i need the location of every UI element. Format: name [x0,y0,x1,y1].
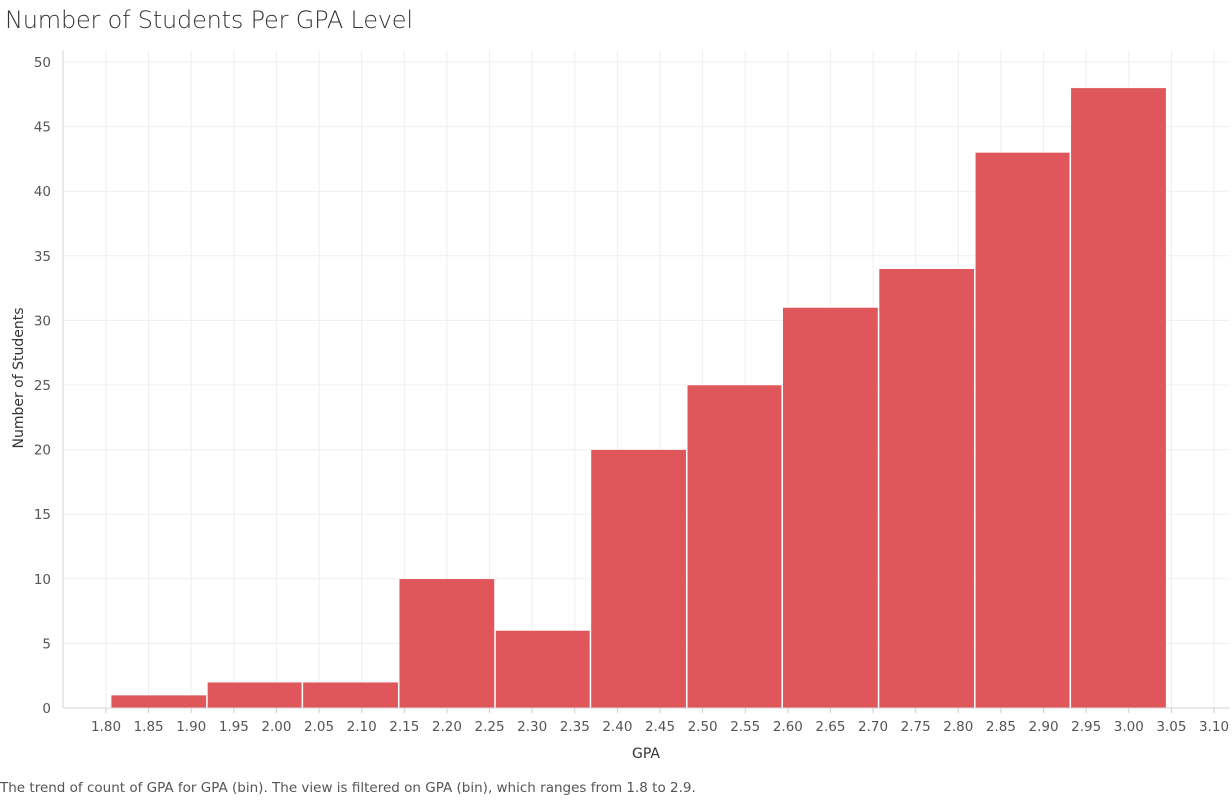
histogram-chart: 0 5 10 15 20 25 30 35 40 45 50 1.80 1.85 1.90 1.95 2.0… [11,50,1230,762]
histogram-bar[interactable] [878,268,975,709]
histogram-bar[interactable] [398,578,495,709]
x-axis-title: GPA [632,746,660,762]
y-tick-labels: 0 5 10 15 20 25 30 35 40 45 50 [34,55,51,717]
x-tick-label: 2.45 [645,719,675,735]
histogram-bar[interactable] [687,384,782,709]
x-tick-label: 2.00 [261,719,291,735]
y-tick-label: 25 [34,378,51,394]
x-tick-label: 1.80 [91,719,121,735]
y-tick-label: 0 [42,701,51,717]
x-tick-label: 2.60 [773,719,803,735]
x-tick-label: 2.30 [517,719,547,735]
y-tick-label: 40 [34,184,51,200]
y-axis-title: Number of Students [11,307,27,448]
y-tick-label: 35 [34,249,51,265]
x-tick-label: 2.80 [943,719,973,735]
x-tick-label: 2.95 [1071,719,1101,735]
histogram-bar[interactable] [302,681,399,709]
bars-layer [110,87,1167,709]
histogram-bar[interactable] [495,630,591,709]
chart-title: Number of Students Per GPA Level [5,6,413,34]
x-tick-label: 2.10 [347,719,377,735]
axis-layer [62,50,1230,713]
histogram-bar[interactable] [975,152,1071,709]
y-tick-label: 5 [42,636,51,652]
x-tick-label: 2.20 [432,719,462,735]
y-tick-label: 10 [34,572,51,588]
histogram-bar[interactable] [590,449,687,709]
x-tick-label: 2.05 [304,719,334,735]
y-tick-label: 30 [34,313,51,329]
x-tick-label: 2.15 [389,719,419,735]
x-tick-label: 1.95 [219,719,249,735]
chart-caption: The trend of count of GPA for GPA (bin).… [0,780,696,796]
x-tick-label: 2.70 [858,719,888,735]
x-tick-label: 1.90 [176,719,206,735]
x-tick-label: 2.65 [815,719,845,735]
x-tick-label: 2.90 [1029,719,1059,735]
x-tick-label: 2.50 [688,719,718,735]
y-tick-label: 45 [34,120,51,136]
y-tick-label: 15 [34,507,51,523]
x-tick-labels: 1.80 1.85 1.90 1.95 2.00 2.05 2.10 2.15 2.20 2.25… [91,719,1229,735]
x-tick-label: 2.75 [901,719,931,735]
x-tick-label: 2.55 [730,719,760,735]
histogram-bar[interactable] [110,694,207,709]
x-tick-label: 2.35 [560,719,590,735]
x-tick-label: 3.10 [1199,719,1229,735]
y-tick-label: 20 [34,443,51,459]
histogram-bar[interactable] [782,307,879,709]
histogram-bar[interactable] [1070,87,1167,709]
x-tick-label: 3.00 [1114,719,1144,735]
histogram-bar[interactable] [207,681,303,709]
x-tick-label: 1.85 [134,719,164,735]
x-tick-label: 2.40 [602,719,632,735]
x-tick-label: 2.25 [475,719,505,735]
x-tick-label: 2.85 [986,719,1016,735]
x-tick-label: 3.05 [1156,719,1186,735]
y-tick-label: 50 [34,55,51,71]
